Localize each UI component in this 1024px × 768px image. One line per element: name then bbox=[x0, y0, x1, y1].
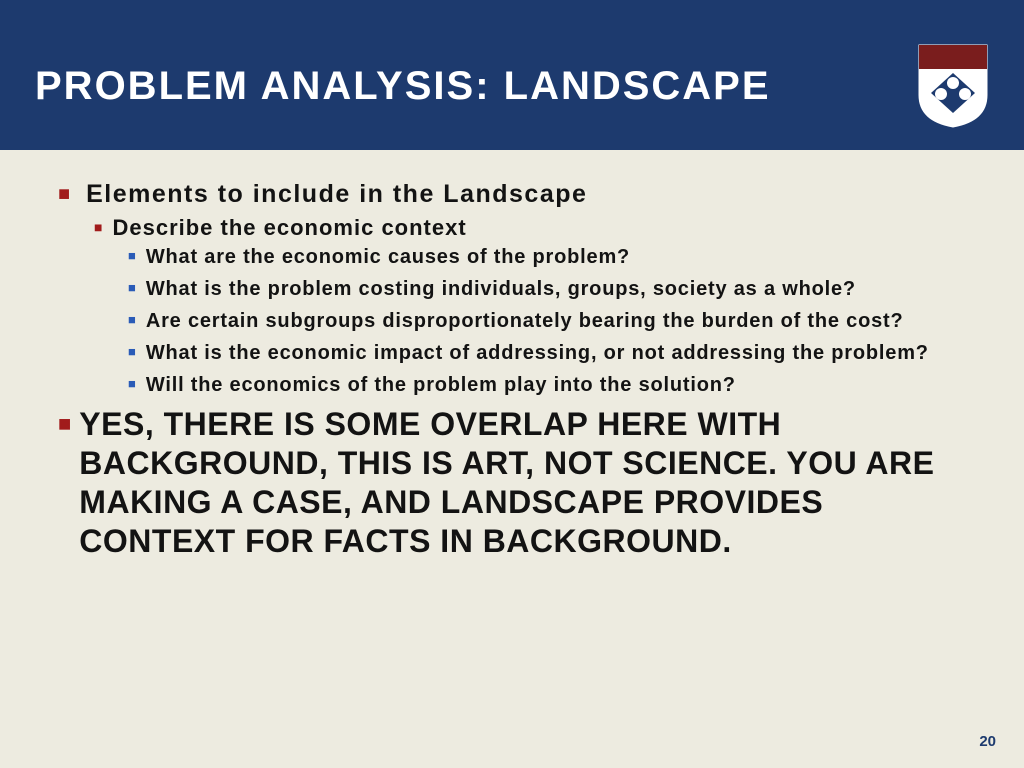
bullet-text: Describe the economic context bbox=[112, 215, 466, 241]
bullet-text: YES, THERE IS SOME OVERLAP HERE WITH BAC… bbox=[79, 405, 969, 561]
bullet-text: Elements to include in the Landscape bbox=[86, 180, 587, 209]
bullet-text: Are certain subgroups disproportionately… bbox=[146, 309, 904, 334]
bullet-level3: ■ Will the economics of the problem play… bbox=[128, 373, 979, 398]
bullet-emphasis: ■ YES, THERE IS SOME OVERLAP HERE WITH B… bbox=[58, 405, 979, 561]
bullet-text: Will the economics of the problem play i… bbox=[146, 373, 736, 398]
bullet-level3: ■ Are certain subgroups disproportionate… bbox=[128, 309, 979, 334]
bullet-mark-icon: ■ bbox=[128, 312, 136, 334]
bullet-mark-icon: ■ bbox=[128, 248, 136, 270]
page-number: 20 bbox=[979, 733, 996, 750]
bullet-text: What is the problem costing individuals,… bbox=[146, 277, 856, 302]
slide-content: ■ Elements to include in the Landscape ■… bbox=[0, 150, 1024, 561]
bullet-text: What are the economic causes of the prob… bbox=[146, 245, 630, 270]
slide-header: PROBLEM ANALYSIS: LANDSCAPE bbox=[0, 0, 1024, 150]
bullet-level1: ■ Elements to include in the Landscape bbox=[58, 180, 979, 209]
bullet-mark-icon: ■ bbox=[128, 344, 136, 366]
bullet-mark-icon: ■ bbox=[94, 219, 102, 241]
bullet-level3: ■ What are the economic causes of the pr… bbox=[128, 245, 979, 270]
bullet-level3: ■ What is the problem costing individual… bbox=[128, 277, 979, 302]
penn-shield-icon bbox=[917, 43, 989, 129]
bullet-mark-icon: ■ bbox=[58, 411, 71, 561]
slide-title: PROBLEM ANALYSIS: LANDSCAPE bbox=[35, 64, 771, 109]
bullet-mark-icon: ■ bbox=[58, 183, 70, 209]
bullet-text: What is the economic impact of addressin… bbox=[146, 341, 929, 366]
bullet-level3: ■ What is the economic impact of address… bbox=[128, 341, 979, 366]
bullet-mark-icon: ■ bbox=[128, 280, 136, 302]
slide: PROBLEM ANALYSIS: LANDSCAPE ■ Elements t… bbox=[0, 0, 1024, 768]
bullet-mark-icon: ■ bbox=[128, 376, 136, 398]
bullet-level2: ■ Describe the economic context bbox=[94, 215, 979, 241]
